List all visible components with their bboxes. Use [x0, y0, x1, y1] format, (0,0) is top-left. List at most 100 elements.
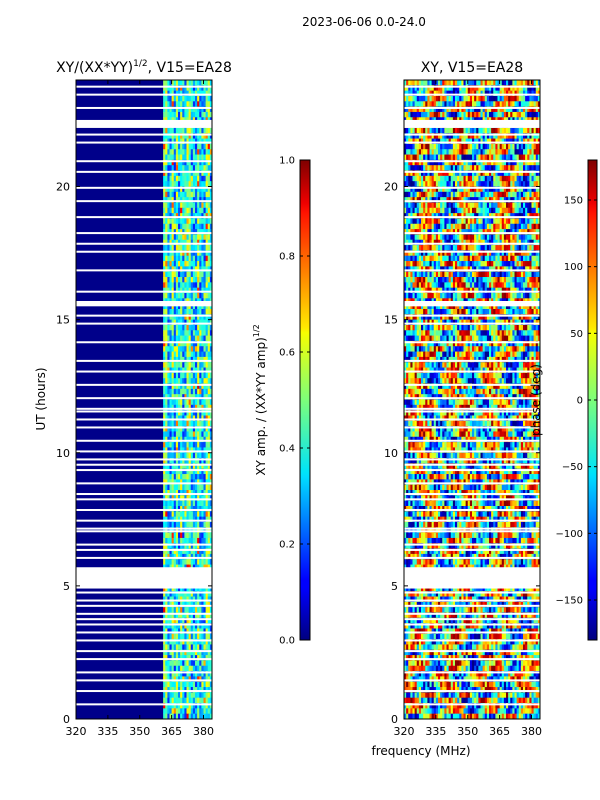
heatmap-cell: [197, 255, 200, 262]
heatmap-cell: [406, 95, 409, 102]
heatmap-cell: [506, 159, 509, 166]
heatmap-cell: [199, 452, 202, 459]
heatmap-cell: [163, 665, 166, 672]
heatmap-cell: [203, 90, 207, 97]
heatmap-cell: [469, 101, 473, 108]
heatmap-cell: [467, 223, 471, 230]
heatmap-cell: [163, 261, 166, 267]
heatmap-cell: [203, 378, 207, 384]
heatmap-cell: [180, 553, 183, 560]
heatmap-cell: [186, 484, 190, 491]
heatmap-cell: [190, 436, 194, 443]
heatmap-cell: [414, 133, 418, 139]
heatmap-cell: [489, 95, 492, 102]
heatmap-cell: [173, 143, 177, 150]
heatmap-cell: [529, 175, 532, 182]
heatmap-cell: [197, 404, 200, 411]
heatmap-cell: [197, 250, 200, 257]
heatmap-cell: [186, 601, 190, 608]
heatmap-cell: [203, 591, 207, 597]
heatmap-cell: [205, 138, 209, 145]
heatmap-cell: [525, 245, 528, 251]
heatmap-cell: [186, 415, 190, 422]
heatmap-cell: [467, 80, 471, 86]
heatmap-cell: [180, 607, 183, 613]
heatmap-cell: [467, 229, 471, 235]
heatmap-cell: [184, 495, 187, 502]
heatmap-cell: [201, 170, 204, 177]
heatmap-cell: [167, 537, 170, 544]
heatmap-cell: [531, 149, 535, 155]
heatmap-cell: [173, 511, 177, 518]
heatmap-cell: [186, 101, 190, 108]
heatmap-cell: [209, 703, 213, 709]
heatmap-cell: [165, 506, 168, 512]
heatmap-cell: [537, 223, 541, 230]
heatmap-cell: [450, 111, 454, 118]
heatmap-cell: [482, 80, 486, 86]
heatmap-cell: [205, 681, 209, 688]
heatmap-cell: [205, 431, 209, 438]
heatmap-cell: [461, 218, 464, 225]
heatmap-cell: [525, 90, 528, 97]
heatmap-cell: [165, 537, 168, 544]
heatmap-cell: [209, 404, 213, 411]
heatmap-cell: [178, 143, 181, 150]
heatmap-cell: [527, 250, 530, 257]
heatmap-cell: [438, 80, 441, 86]
heatmap-cell: [207, 644, 211, 651]
heatmap-cell: [178, 378, 181, 384]
heatmap-cell: [192, 692, 196, 699]
heatmap-cell: [163, 660, 166, 667]
flagged-row: [76, 458, 212, 461]
heatmap-cell: [173, 293, 177, 299]
heatmap-cell: [199, 303, 202, 310]
heatmap-cell: [205, 644, 209, 651]
x-tick-label: 320: [66, 725, 87, 738]
heatmap-cell: [186, 404, 190, 411]
heatmap-cell: [427, 207, 430, 214]
heatmap-cell: [173, 404, 177, 411]
heatmap-cell: [184, 447, 187, 454]
heatmap-cell: [173, 394, 177, 400]
heatmap-cell: [416, 149, 420, 155]
heatmap-cell: [414, 95, 418, 102]
heatmap-cell: [184, 692, 187, 699]
heatmap-cell: [182, 420, 185, 427]
heatmap-cell: [184, 234, 187, 241]
heatmap-cell: [440, 191, 443, 198]
heatmap-cell: [184, 713, 187, 720]
heatmap-cell: [431, 218, 435, 225]
heatmap-cell: [427, 80, 430, 86]
heatmap-cell: [446, 80, 450, 86]
heatmap-cell: [188, 394, 192, 400]
heatmap-cell: [207, 314, 211, 321]
heatmap-cell: [207, 245, 211, 251]
heatmap-cell: [209, 585, 213, 592]
flagged-row: [76, 106, 212, 109]
heatmap-cell: [423, 85, 426, 92]
heatmap-cell: [178, 452, 181, 459]
flagged-row: [76, 359, 212, 362]
heatmap-cell: [523, 213, 526, 219]
heatmap-cell: [175, 261, 179, 267]
heatmap-cell: [190, 623, 194, 629]
heatmap-cell: [167, 553, 170, 560]
heatmap-cell: [184, 213, 187, 219]
heatmap-cell: [184, 500, 187, 507]
heatmap-cell: [188, 308, 192, 315]
heatmap-cell: [197, 154, 200, 161]
heatmap-cell: [173, 399, 177, 406]
heatmap-cell: [514, 95, 518, 102]
heatmap-cell: [503, 138, 507, 145]
heatmap-cell: [165, 266, 168, 273]
heatmap-cell: [444, 218, 447, 225]
heatmap-cell: [425, 202, 428, 209]
heatmap-cell: [175, 644, 179, 651]
heatmap-cell: [186, 703, 190, 709]
heatmap-cell: [478, 207, 481, 214]
heatmap-cell: [173, 191, 177, 198]
heatmap-cell: [203, 671, 207, 677]
heatmap-cell: [167, 468, 170, 475]
heatmap-cell: [184, 644, 187, 651]
